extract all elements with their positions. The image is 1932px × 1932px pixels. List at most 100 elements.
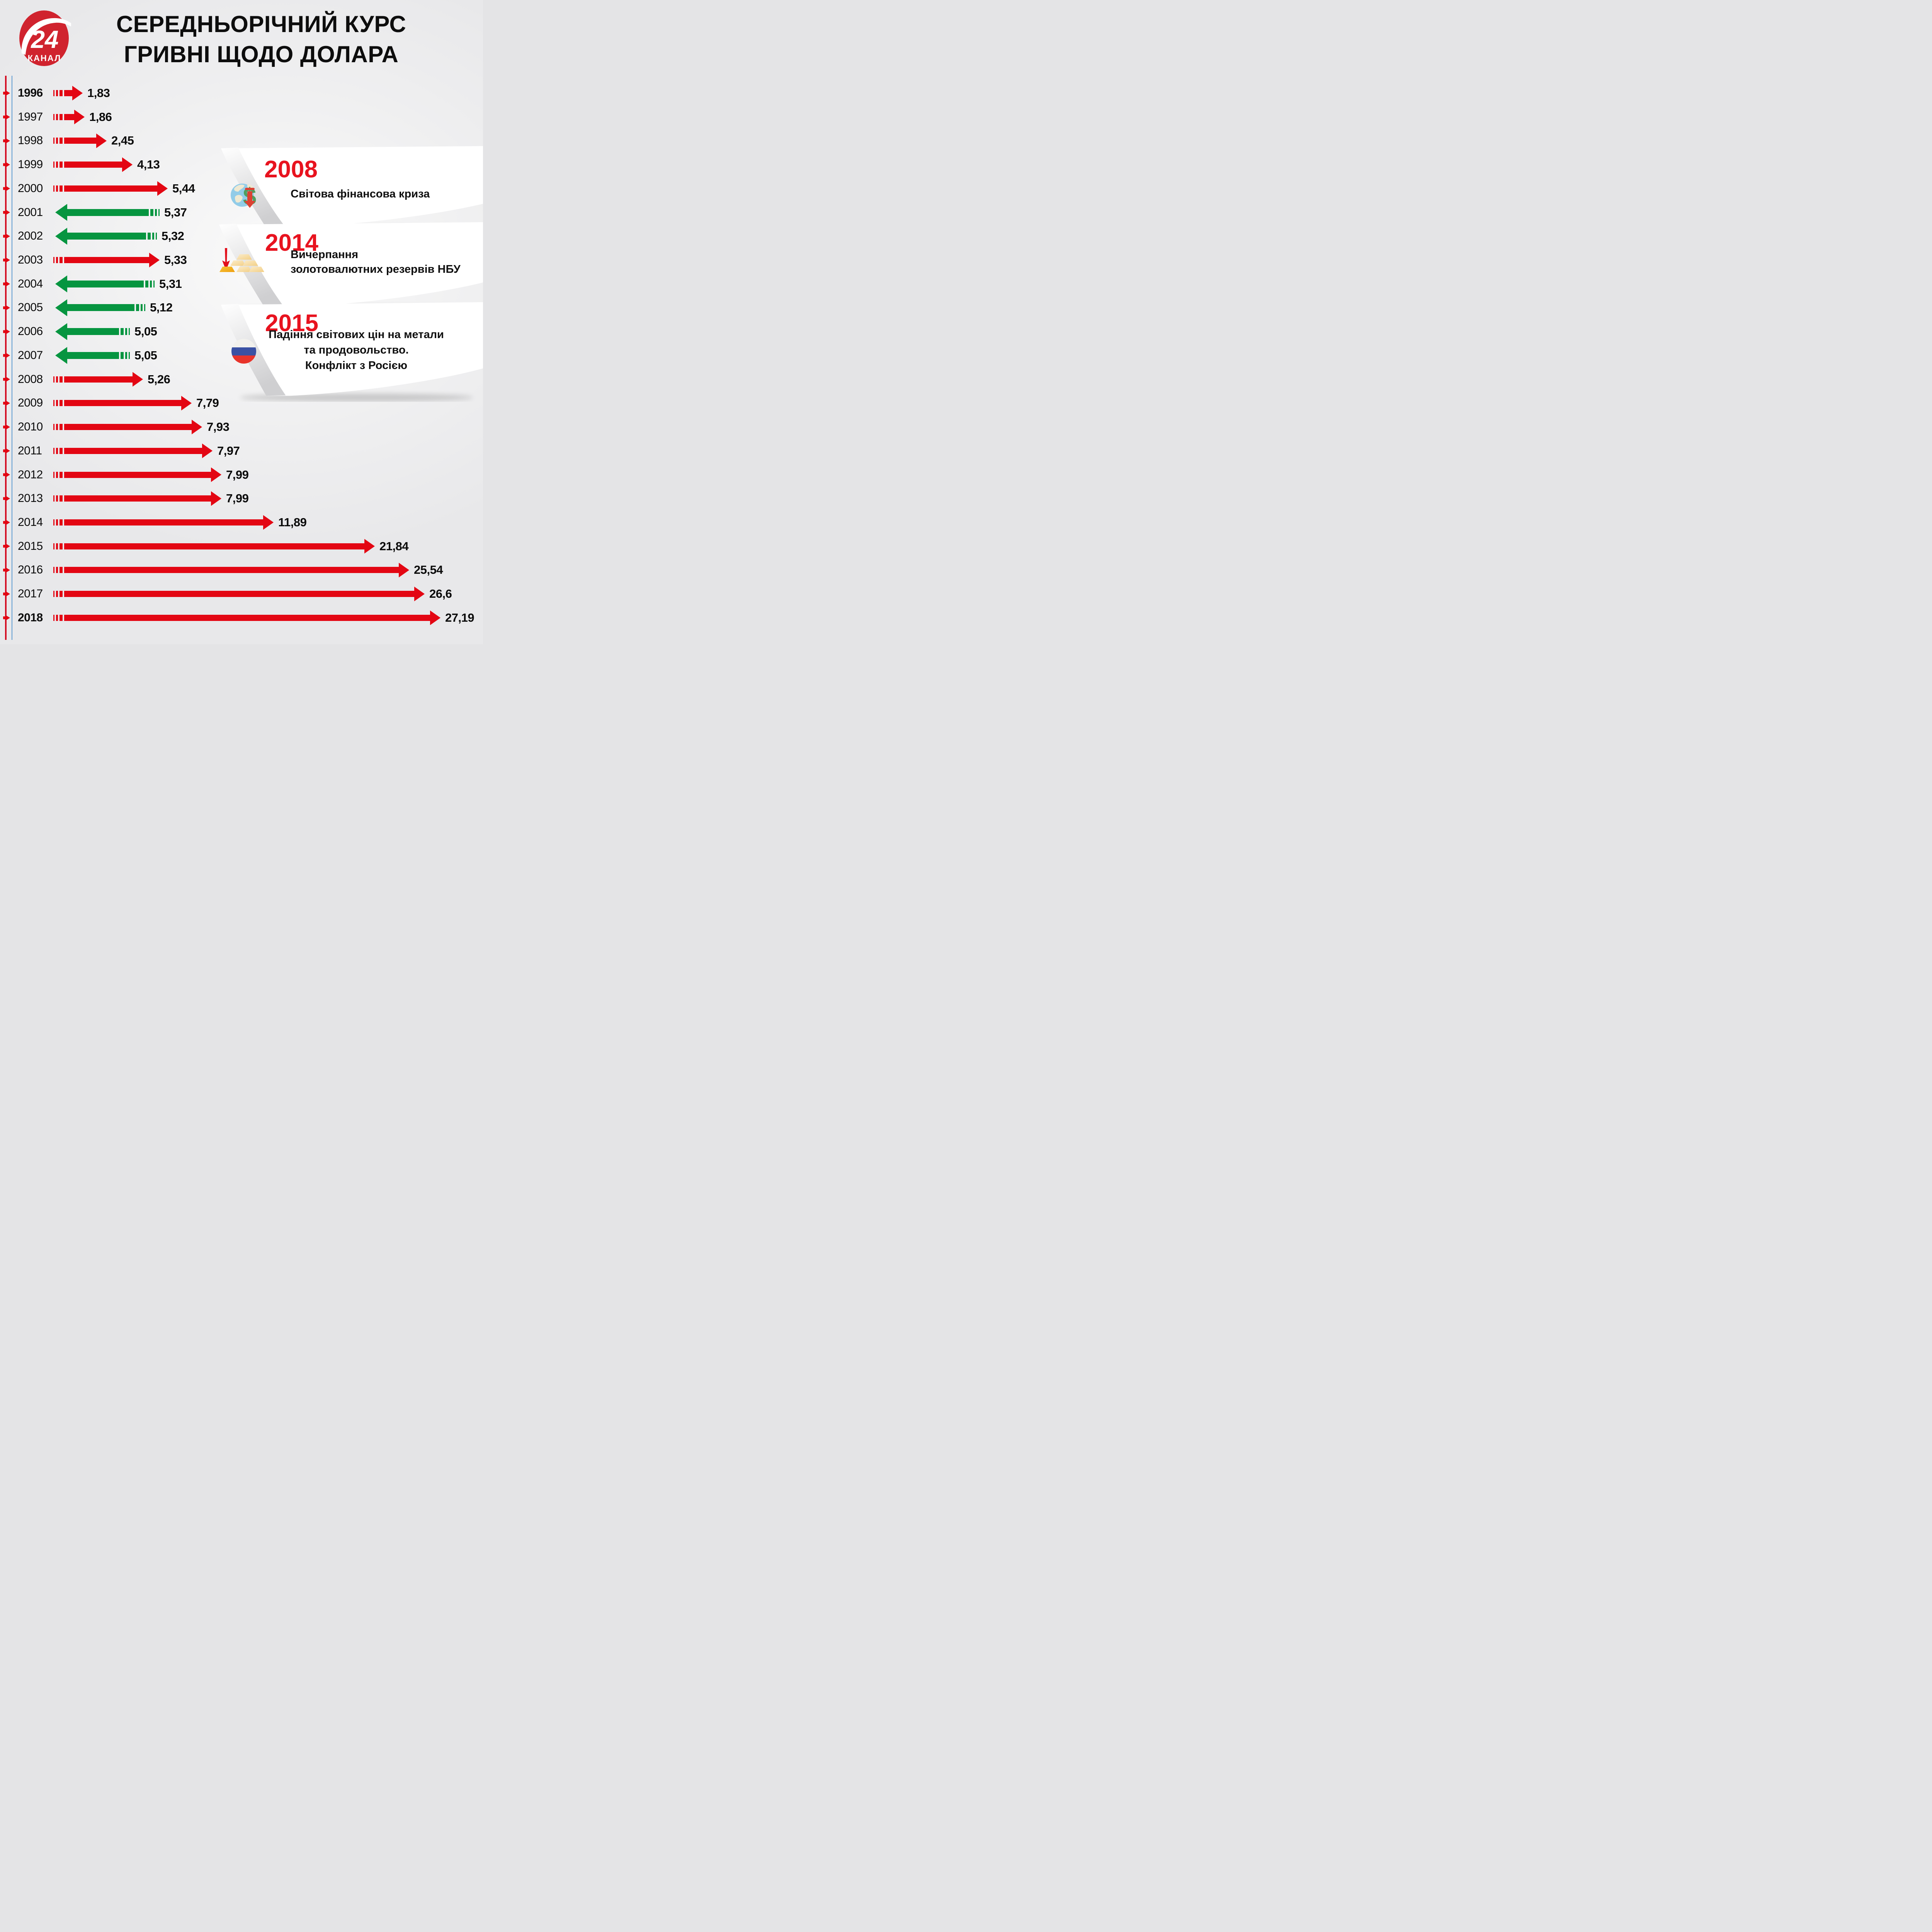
chart-row-1997: 1997 1,86 — [0, 105, 483, 129]
axis-marker-icon — [3, 376, 10, 382]
axis-marker-icon — [3, 114, 10, 120]
value-label: 21,84 — [379, 539, 409, 553]
logo-number: 24 — [31, 26, 58, 53]
value-label: 5,05 — [134, 348, 157, 362]
year-label: 2011 — [18, 444, 42, 457]
axis-marker-icon — [3, 138, 10, 144]
increase-arrow-icon — [53, 372, 143, 387]
year-label: 2017 — [18, 587, 43, 600]
year-label: 1999 — [18, 158, 43, 171]
channel-24-logo-icon: 24 КАНАЛ — [19, 10, 80, 66]
axis-marker-icon — [3, 448, 10, 454]
chart-row-2006: 2006 5,05 — [0, 320, 483, 344]
axis-marker-icon — [3, 424, 10, 430]
axis-marker-icon — [3, 233, 10, 239]
axis-marker-icon — [3, 543, 10, 549]
annotation-text-2014: Вичерпання золотовалютних резервів НБУ — [291, 247, 461, 277]
chart-row-2013: 2013 7,99 — [0, 486, 483, 510]
annotation-year-2008: 2008 — [264, 156, 318, 183]
increase-arrow-icon — [53, 157, 133, 172]
axis-marker-icon — [3, 615, 10, 621]
chart-row-2009: 2009 7,79 — [0, 391, 483, 415]
increase-arrow-icon — [53, 539, 375, 554]
year-label: 2002 — [18, 230, 43, 243]
year-label: 2000 — [18, 182, 43, 195]
infographic-hryvnia-dollar-rate: 24 КАНАЛ СЕРЕДНЬОРІЧНИЙ КУРС ГРИВНІ ЩОДО… — [0, 0, 483, 644]
year-label: 2001 — [18, 206, 43, 219]
year-label: 2006 — [18, 325, 43, 338]
chart-row-2018: 2018 27,19 — [0, 606, 483, 630]
annotation-year-2014: 2014 — [265, 230, 318, 256]
value-label: 2,45 — [111, 134, 134, 148]
increase-arrow-icon — [53, 253, 160, 268]
year-label: 2013 — [18, 492, 43, 505]
chart-row-2017: 2017 26,6 — [0, 582, 483, 606]
year-label: 2005 — [18, 301, 43, 314]
value-label: 7,99 — [226, 468, 249, 481]
annotation-text-2014-line2: золотовалютних резервів НБУ — [291, 263, 461, 276]
channel-24-logo: 24 КАНАЛ — [17, 9, 80, 68]
value-label: 1,86 — [89, 110, 112, 124]
value-label: 5,33 — [164, 253, 187, 267]
year-label: 2012 — [18, 468, 43, 481]
page-title-line1: СЕРЕДНЬОРІЧНИЙ КУРС — [116, 11, 406, 37]
value-label: 25,54 — [414, 563, 443, 577]
axis-marker-icon — [3, 305, 10, 311]
value-label: 5,32 — [162, 229, 184, 243]
annotation-text-2015-line3: Конфлікт з Росією — [305, 359, 408, 372]
annotation-text-2015: Падіння світових цін на метали та продов… — [257, 327, 456, 373]
annotation-text-2008: Світова фінансова криза — [291, 188, 430, 200]
year-label: 2010 — [18, 420, 43, 434]
year-label: 2009 — [18, 396, 43, 410]
chart-row-1996: 1996 1,83 — [0, 81, 483, 105]
chart-row-1999: 1999 4,13 — [0, 153, 483, 177]
increase-arrow-icon — [53, 420, 202, 435]
decrease-arrow-icon — [55, 299, 145, 316]
value-label: 5,05 — [134, 325, 157, 338]
annotation-year-2015: 2015 — [265, 310, 318, 337]
value-label: 7,79 — [196, 396, 219, 410]
decrease-arrow-icon — [55, 347, 130, 364]
decrease-arrow-icon — [55, 228, 157, 245]
increase-arrow-icon — [53, 443, 213, 458]
logo-caption: КАНАЛ — [28, 53, 61, 63]
axis-marker-icon — [3, 329, 10, 335]
chart-row-1998: 1998 2,45 — [0, 129, 483, 153]
year-label: 2004 — [18, 277, 43, 290]
increase-arrow-icon — [53, 109, 85, 124]
year-label: 2014 — [18, 515, 43, 529]
chart-row-2005: 2005 5,12 — [0, 296, 483, 320]
increase-arrow-icon — [53, 515, 274, 530]
year-label: 2008 — [18, 372, 43, 386]
axis-marker-icon — [3, 257, 10, 263]
axis-marker-icon — [3, 567, 10, 573]
chart-row-2004: 2004 5,31 — [0, 272, 483, 296]
axis-marker-icon — [3, 496, 10, 502]
year-label: 1997 — [18, 110, 43, 123]
page-title-line2: ГРИВНІ ЩОДО ДОЛАРА — [124, 41, 399, 67]
chart-row-2000: 2000 5,44 — [0, 177, 483, 201]
year-label: 2015 — [18, 539, 43, 553]
value-label: 5,26 — [148, 372, 170, 386]
axis-marker-icon — [3, 90, 10, 96]
value-label: 7,97 — [217, 444, 240, 457]
value-label: 5,44 — [172, 181, 195, 195]
gold-bars-down-icon — [216, 248, 267, 275]
increase-arrow-icon — [53, 610, 440, 625]
chart-row-2011: 2011 7,97 — [0, 439, 483, 463]
value-label: 5,31 — [159, 277, 182, 291]
axis-marker-icon — [3, 209, 10, 215]
globe-dollar-down-icon: $ — [230, 180, 260, 210]
increase-arrow-icon — [53, 467, 221, 482]
axis-marker-icon — [3, 400, 10, 406]
value-label: 27,19 — [445, 611, 474, 624]
annotation-text-2015-line2: та продовольство. — [304, 344, 409, 356]
axis-marker-icon — [3, 185, 10, 191]
chart-row-2010: 2010 7,93 — [0, 415, 483, 439]
increase-arrow-icon — [53, 396, 192, 411]
increase-arrow-icon — [53, 133, 107, 148]
value-label: 1,83 — [87, 86, 110, 100]
value-label: 5,37 — [164, 205, 187, 219]
decrease-arrow-icon — [55, 323, 130, 340]
value-label: 5,12 — [150, 301, 173, 315]
